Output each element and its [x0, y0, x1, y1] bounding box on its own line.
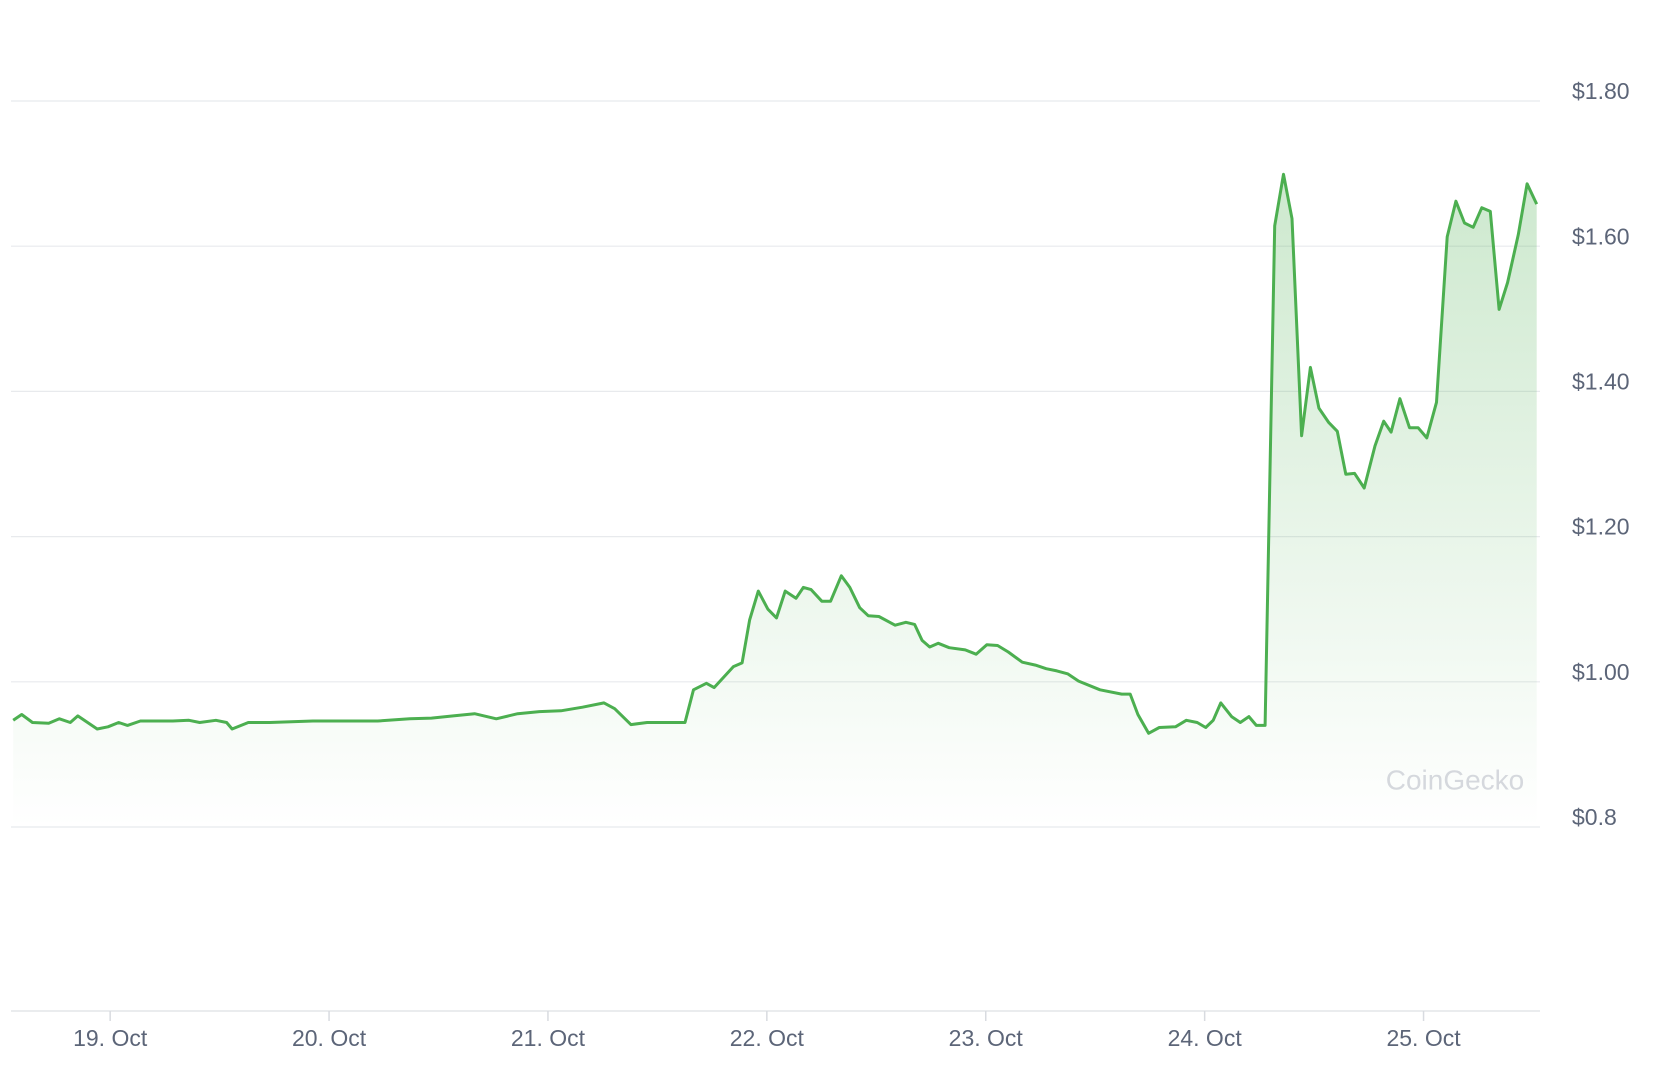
x-tick-label: 23. Oct	[949, 1025, 1024, 1051]
watermark: CoinGecko	[1386, 764, 1525, 795]
x-tick-label: 20. Oct	[292, 1025, 367, 1051]
x-tick-label: 24. Oct	[1168, 1025, 1243, 1051]
y-tick-label: $1.20	[1572, 514, 1630, 540]
x-tick-label: 22. Oct	[730, 1025, 805, 1051]
price-line	[12, 172, 1539, 735]
x-tick-label: 21. Oct	[511, 1025, 586, 1051]
y-tick-label: $0.8	[1572, 804, 1617, 830]
x-tick-label: 19. Oct	[73, 1025, 148, 1051]
y-tick-label: $1.00	[1572, 659, 1630, 685]
y-tick-label: $1.60	[1572, 223, 1630, 249]
x-tick-label: 25. Oct	[1386, 1025, 1461, 1051]
area	[13, 174, 1537, 828]
y-tick-label: $1.80	[1572, 78, 1630, 104]
y-tick-label: $1.40	[1572, 368, 1630, 394]
